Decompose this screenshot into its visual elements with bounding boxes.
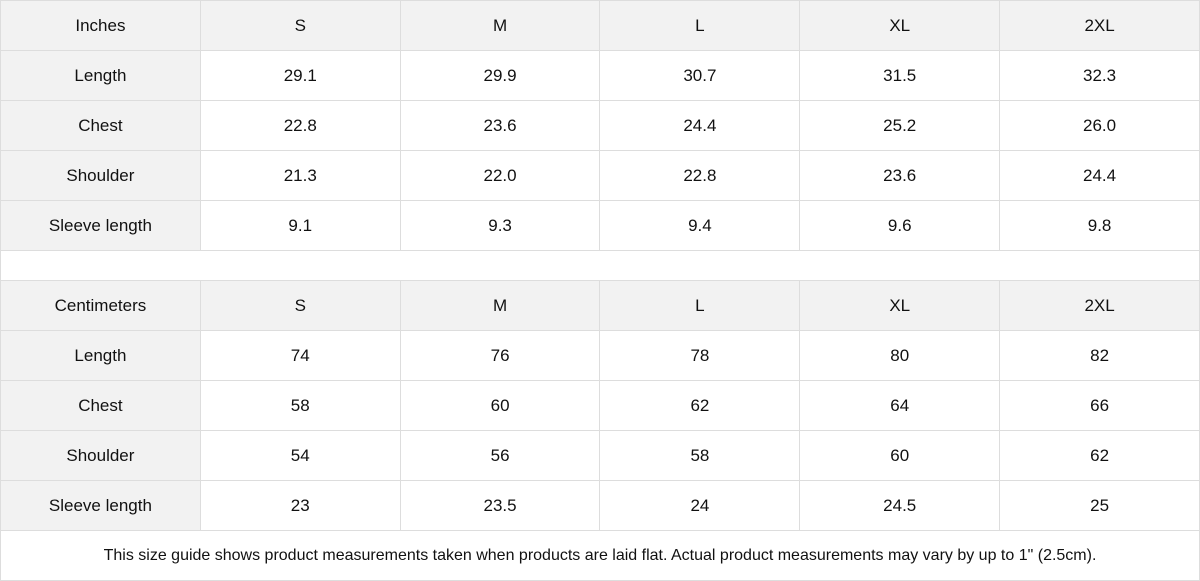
measurement-cell: 9.4 (599, 200, 801, 251)
measurement-cell: 58 (599, 430, 801, 481)
measurement-cell: 23 (199, 480, 401, 531)
measurement-cell: 9.1 (199, 200, 401, 251)
header-row: Inches S M L XL 2XL (0, 0, 1200, 51)
measurement-cell: 82 (999, 330, 1200, 381)
table-row: Length 74 76 78 80 82 (0, 330, 1200, 381)
row-label: Shoulder (0, 150, 201, 201)
unit-header: Centimeters (0, 280, 201, 331)
measurement-cell: 64 (799, 380, 1001, 431)
measurement-cell: 24.4 (999, 150, 1200, 201)
measurement-cell: 9.8 (999, 200, 1200, 251)
table-row: Length 29.1 29.9 30.7 31.5 32.3 (0, 50, 1200, 101)
row-label: Chest (0, 380, 201, 431)
measurement-cell: 60 (799, 430, 1001, 481)
measurement-cell: 80 (799, 330, 1001, 381)
measurement-cell: 56 (399, 430, 601, 481)
header-row: Centimeters S M L XL 2XL (0, 280, 1200, 331)
unit-header: Inches (0, 0, 201, 51)
measurement-cell: 25 (999, 480, 1200, 531)
measurement-cell: 74 (199, 330, 401, 381)
measurement-cell: 60 (399, 380, 601, 431)
measurement-cell: 30.7 (599, 50, 801, 101)
measurement-cell: 21.3 (199, 150, 401, 201)
row-label: Sleeve length (0, 480, 201, 531)
measurement-cell: 24.4 (599, 100, 801, 151)
row-label: Length (0, 330, 201, 381)
size-header: XL (799, 0, 1001, 51)
table-row: Shoulder 21.3 22.0 22.8 23.6 24.4 (0, 150, 1200, 201)
row-label: Sleeve length (0, 200, 201, 251)
measurement-cell: 22.8 (599, 150, 801, 201)
measurement-cell: 76 (399, 330, 601, 381)
measurement-cell: 26.0 (999, 100, 1200, 151)
measurement-cell: 9.6 (799, 200, 1001, 251)
size-header: S (199, 280, 401, 331)
size-header: 2XL (999, 0, 1200, 51)
measurement-cell: 54 (199, 430, 401, 481)
table-row: Sleeve length 23 23.5 24 24.5 25 (0, 480, 1200, 531)
row-label: Shoulder (0, 430, 201, 481)
measurement-cell: 23.6 (799, 150, 1001, 201)
measurement-cell: 23.6 (399, 100, 601, 151)
size-header: M (399, 0, 601, 51)
size-header: S (199, 0, 401, 51)
measurement-cell: 22.8 (199, 100, 401, 151)
measurement-cell: 32.3 (999, 50, 1200, 101)
measurement-cell: 66 (999, 380, 1200, 431)
measurement-cell: 62 (599, 380, 801, 431)
measurement-cell: 22.0 (399, 150, 601, 201)
measurement-cell: 24 (599, 480, 801, 531)
table-row: Shoulder 54 56 58 60 62 (0, 430, 1200, 481)
note-row: This size guide shows product measuremen… (0, 530, 1200, 581)
measurement-cell: 24.5 (799, 480, 1001, 531)
measurement-cell: 31.5 (799, 50, 1001, 101)
row-label: Length (0, 50, 201, 101)
measurement-cell: 23.5 (399, 480, 601, 531)
table-spacer (0, 250, 1200, 281)
table-row: Sleeve length 9.1 9.3 9.4 9.6 9.8 (0, 200, 1200, 251)
measurement-cell: 62 (999, 430, 1200, 481)
measurement-cell: 25.2 (799, 100, 1001, 151)
table-row: Chest 22.8 23.6 24.4 25.2 26.0 (0, 100, 1200, 151)
measurement-cell: 29.9 (399, 50, 601, 101)
size-header: L (599, 280, 801, 331)
spacer-cell (0, 250, 1200, 281)
size-header: XL (799, 280, 1001, 331)
size-header: L (599, 0, 801, 51)
size-header: M (399, 280, 601, 331)
row-label: Chest (0, 100, 201, 151)
table-row: Chest 58 60 62 64 66 (0, 380, 1200, 431)
size-header: 2XL (999, 280, 1200, 331)
measurement-cell: 78 (599, 330, 801, 381)
size-guide-note: This size guide shows product measuremen… (0, 530, 1200, 581)
measurement-cell: 58 (199, 380, 401, 431)
measurement-cell: 9.3 (399, 200, 601, 251)
measurement-cell: 29.1 (199, 50, 401, 101)
